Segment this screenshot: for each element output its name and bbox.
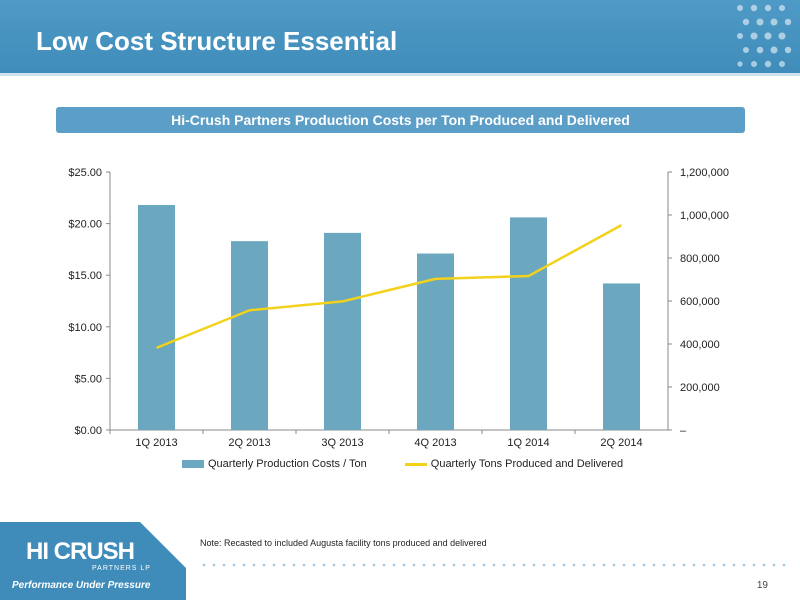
legend: Quarterly Production Costs / Ton Quarter… xyxy=(182,458,661,470)
y-right-tick-label: 1,000,000 xyxy=(680,210,729,222)
y-left-tick-label: $20.00 xyxy=(68,219,102,231)
legend-label-bar: Quarterly Production Costs / Ton xyxy=(208,458,367,470)
series-line xyxy=(156,224,623,350)
logo-tagline: Performance Under Pressure xyxy=(12,580,151,591)
y-right-tick-label: 400,000 xyxy=(680,339,720,351)
y-left-tick-label: $0.00 xyxy=(74,425,102,437)
x-tick-label: 1Q 2014 xyxy=(507,437,549,449)
bar xyxy=(324,232,361,430)
logo-sub-text: PARTNERS LP xyxy=(92,565,151,572)
legend-label-line: Quarterly Tons Produced and Delivered xyxy=(430,458,624,470)
x-tick-label: 4Q 2013 xyxy=(414,437,456,449)
y-left-tick-label: $15.00 xyxy=(68,270,102,282)
bar xyxy=(138,205,175,430)
x-tick-label: 2Q 2013 xyxy=(228,437,270,449)
legend-item-line: Quarterly Tons Produced and Delivered xyxy=(404,458,624,470)
logo-main-text: HI CRUSH xyxy=(26,538,135,565)
slide-title: Low Cost Structure Essential xyxy=(36,26,398,56)
company-logo: HI CRUSH PARTNERS LP Performance Under P… xyxy=(12,538,162,594)
x-tick-label: 1Q 2013 xyxy=(135,437,177,449)
bar xyxy=(603,283,640,430)
y-left-tick-label: $25.00 xyxy=(68,167,102,179)
legend-item-bar: Quarterly Production Costs / Ton xyxy=(182,458,367,470)
y-right-tick-label: – xyxy=(680,425,687,437)
header-band xyxy=(0,0,800,76)
decorative-dots xyxy=(737,4,792,68)
y-left-tick-label: $5.00 xyxy=(74,373,102,385)
footer-band xyxy=(0,522,800,600)
legend-line-swatch xyxy=(404,462,427,466)
bar xyxy=(510,217,547,430)
y-right-tick-label: 600,000 xyxy=(680,296,720,308)
y-right-tick-label: 1,200,000 xyxy=(680,167,729,179)
x-tick-label: 2Q 2014 xyxy=(600,437,642,449)
y-right-tick-label: 800,000 xyxy=(680,253,720,265)
legend-bar-swatch xyxy=(182,460,204,468)
chart: $0.00 $5.00 $10.00 $15.00 $20.00 $25.00 – 200,0… xyxy=(68,167,729,449)
bar xyxy=(231,241,268,430)
y-left-tick-label: $10.00 xyxy=(68,322,102,334)
page-number: 19 xyxy=(756,580,768,591)
x-tick-label: 3Q 2013 xyxy=(321,437,363,449)
y-right-tick-label: 200,000 xyxy=(680,382,720,394)
chart-title-bar: Hi-Crush Partners Production Costs per T… xyxy=(56,107,745,133)
footnote: Note: Recasted to included Augusta facil… xyxy=(200,538,487,548)
